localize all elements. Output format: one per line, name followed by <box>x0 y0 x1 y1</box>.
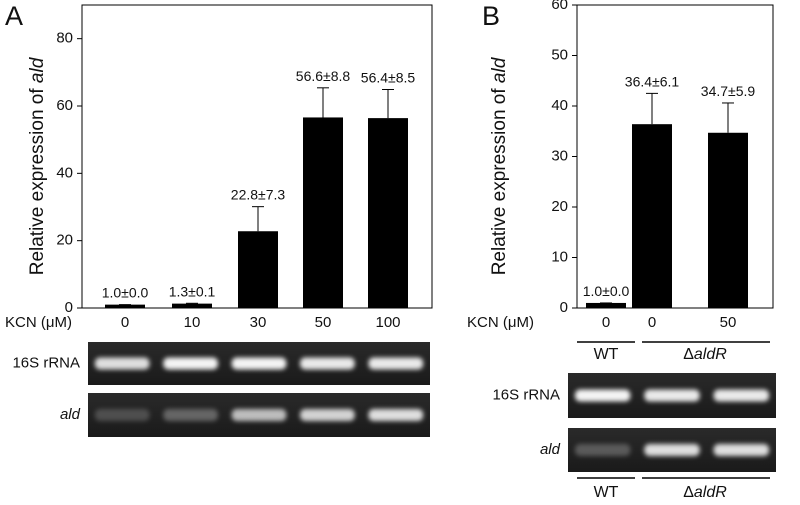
gel-band <box>574 444 631 456</box>
y-tick-label: 40 <box>56 164 73 181</box>
group-label: WT <box>594 484 619 501</box>
gel-band <box>231 357 287 370</box>
gel-band <box>94 409 150 421</box>
value-label: 56.4±8.5 <box>361 69 416 85</box>
x-tick-label: 0 <box>602 314 610 331</box>
gel-band <box>713 389 770 402</box>
bar <box>105 304 145 308</box>
gel-band <box>368 409 424 421</box>
group-label: WT <box>594 346 619 363</box>
gel-band <box>368 357 424 370</box>
y-tick-label: 60 <box>56 97 73 114</box>
panel-label: A <box>5 1 23 31</box>
y-tick-label: 0 <box>560 299 568 316</box>
gel-band <box>644 444 700 456</box>
x-tick-label: 100 <box>375 314 400 331</box>
gel-row-label: 16S rRNA <box>492 386 560 403</box>
y-tick-label: 80 <box>56 30 73 47</box>
bar <box>238 231 278 308</box>
gel-band <box>231 409 287 421</box>
value-label: 1.0±0.0 <box>583 283 630 299</box>
x-tick-label: 50 <box>720 314 737 331</box>
gel-band <box>713 444 770 456</box>
gel-band <box>163 409 218 421</box>
y-axis-label: Relative expression of ald <box>489 56 510 275</box>
y-tick-label: 0 <box>65 299 73 316</box>
value-label: 1.0±0.0 <box>102 284 149 300</box>
gel-row-label: ald <box>540 441 561 458</box>
bar <box>708 132 748 308</box>
x-tick-label: 0 <box>121 314 129 331</box>
value-label: 36.4±6.1 <box>625 73 680 89</box>
x-axis-label: KCN (μM) <box>5 314 72 331</box>
group-label: ΔaldR <box>683 484 727 501</box>
y-tick-label: 60 <box>551 0 568 13</box>
value-label: 1.3±0.1 <box>169 283 216 299</box>
x-tick-label: 10 <box>184 314 201 331</box>
y-tick-label: 50 <box>551 46 568 63</box>
y-tick-label: 20 <box>56 232 73 249</box>
x-tick-label: 30 <box>250 314 267 331</box>
bar <box>586 302 626 308</box>
y-tick-label: 20 <box>551 198 568 215</box>
value-label: 34.7±5.9 <box>701 83 756 99</box>
panel-label: B <box>482 1 500 31</box>
gel-band <box>300 357 355 370</box>
gel-band <box>163 357 218 370</box>
x-tick-label: 0 <box>648 314 656 331</box>
value-label: 56.6±8.8 <box>296 68 351 84</box>
y-axis-label: Relative expression of ald <box>27 56 48 275</box>
gel-row-label: ald <box>60 406 81 423</box>
group-label: ΔaldR <box>683 346 727 363</box>
gel-row-label: 16S rRNA <box>12 354 80 371</box>
y-tick-label: 30 <box>551 147 568 164</box>
bar <box>632 124 672 309</box>
gel-band <box>644 389 700 402</box>
bar <box>172 303 212 308</box>
value-label: 22.8±7.3 <box>231 186 286 202</box>
x-tick-label: 50 <box>315 314 332 331</box>
gel-band <box>300 409 355 421</box>
gel-band <box>574 389 631 402</box>
y-tick-label: 10 <box>551 248 568 265</box>
bar <box>368 118 408 309</box>
y-tick-label: 40 <box>551 97 568 114</box>
bar <box>303 117 343 309</box>
x-axis-label: KCN (μM) <box>467 314 534 331</box>
gel-band <box>94 357 150 370</box>
